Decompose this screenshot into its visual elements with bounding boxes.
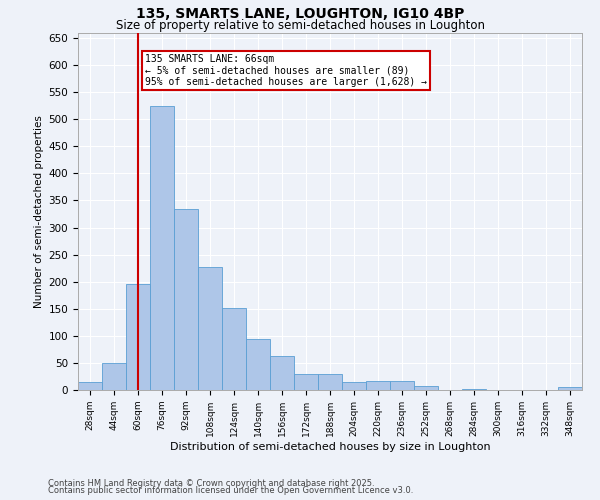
Bar: [198, 266, 222, 390]
Bar: [558, 388, 582, 390]
Bar: [174, 208, 198, 390]
Y-axis label: Number of semi-detached properties: Number of semi-detached properties: [34, 115, 44, 308]
Bar: [318, 374, 342, 390]
Bar: [222, 308, 246, 390]
Bar: [462, 389, 486, 390]
Bar: [342, 382, 366, 390]
Bar: [126, 284, 150, 390]
Bar: [270, 356, 294, 390]
X-axis label: Distribution of semi-detached houses by size in Loughton: Distribution of semi-detached houses by …: [170, 442, 490, 452]
Bar: [294, 374, 318, 390]
Bar: [390, 381, 414, 390]
Text: 135, SMARTS LANE, LOUGHTON, IG10 4BP: 135, SMARTS LANE, LOUGHTON, IG10 4BP: [136, 8, 464, 22]
Bar: [414, 386, 438, 390]
Bar: [150, 106, 174, 390]
Text: Contains HM Land Registry data © Crown copyright and database right 2025.: Contains HM Land Registry data © Crown c…: [48, 478, 374, 488]
Bar: [246, 338, 270, 390]
Text: Size of property relative to semi-detached houses in Loughton: Size of property relative to semi-detach…: [115, 19, 485, 32]
Bar: [78, 382, 102, 390]
Bar: [102, 363, 126, 390]
Bar: [366, 381, 390, 390]
Text: Contains public sector information licensed under the Open Government Licence v3: Contains public sector information licen…: [48, 486, 413, 495]
Text: 135 SMARTS LANE: 66sqm
← 5% of semi-detached houses are smaller (89)
95% of semi: 135 SMARTS LANE: 66sqm ← 5% of semi-deta…: [145, 54, 427, 88]
